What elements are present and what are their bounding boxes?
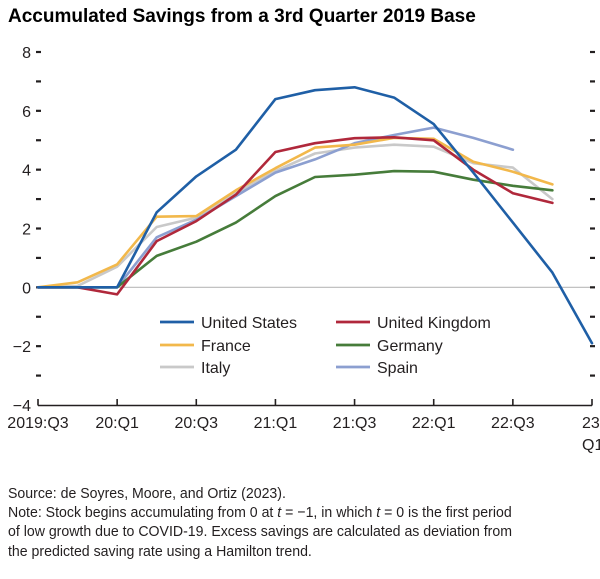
legend-label: United Kingdom xyxy=(377,315,491,332)
y-tick-label: 2 xyxy=(22,222,31,239)
x-tick-label: 20:Q3 xyxy=(174,415,218,432)
legend-label: Spain xyxy=(377,360,418,377)
x-tick-label: Q1 xyxy=(582,437,600,454)
note-variable-t: t xyxy=(376,504,381,522)
x-tick-label: 23 xyxy=(582,415,600,432)
series-lines xyxy=(36,86,594,345)
y-tick-label: −2 xyxy=(13,339,31,356)
note-text: Note: Stock begins accumulating from 0 a… xyxy=(8,504,278,522)
note-variable-t: t xyxy=(277,504,282,522)
series-line-france xyxy=(36,136,554,289)
note-text: = 0 is the first period xyxy=(380,504,512,522)
series-line-united-states xyxy=(36,86,594,345)
legend-label: France xyxy=(201,338,251,355)
legend-label: Italy xyxy=(201,360,230,377)
y-axis: −4 −2 0 2 4 6 8 xyxy=(13,45,595,415)
legend-label: Germany xyxy=(377,338,443,355)
series-line-italy xyxy=(36,143,554,289)
legend-label: United States xyxy=(201,315,297,332)
series-line-germany xyxy=(36,169,554,289)
y-tick-label: 6 xyxy=(22,104,31,121)
x-tick-label: 20:Q1 xyxy=(95,415,139,432)
x-tick-label: 22:Q3 xyxy=(491,415,535,432)
y-tick-label: 0 xyxy=(22,280,31,297)
legend: United States United Kingdom France Germany… xyxy=(160,315,491,377)
x-tick-label: 2019:Q3 xyxy=(7,415,68,432)
chart-notes: Source: de Soyres, Moore, and Ortiz (202… xyxy=(8,484,566,561)
line-chart: −4 −2 0 2 4 6 8 2019:Q3 20:Q1 20:Q3 21:Q1 21:Q3 22:… xyxy=(7,45,600,454)
x-tick-label: 22:Q1 xyxy=(412,415,456,432)
x-tick-label: 21:Q3 xyxy=(333,415,377,432)
y-tick-label: 4 xyxy=(22,163,31,180)
note-text: = −1, in which xyxy=(281,504,377,522)
axes xyxy=(38,286,592,407)
x-axis: 2019:Q3 20:Q1 20:Q3 21:Q1 21:Q3 22:Q1 22:Q3 23 Q… xyxy=(7,399,600,454)
x-tick-label: 21:Q1 xyxy=(254,415,298,432)
note-line-3: the predicted saving rate using a Hamilt… xyxy=(8,542,312,560)
note-line-2: of low growth due to COVID-19. Excess sa… xyxy=(8,523,513,541)
y-tick-label: 8 xyxy=(22,45,31,62)
note-line-1: Note: Stock begins accumulating from 0 a… xyxy=(8,503,566,522)
source-note: Source: de Soyres, Moore, and Ortiz (202… xyxy=(8,485,286,502)
chart-title: Accumulated Savings from a 3rd Quarter 2… xyxy=(8,6,476,27)
y-tick-label: −4 xyxy=(13,398,31,415)
